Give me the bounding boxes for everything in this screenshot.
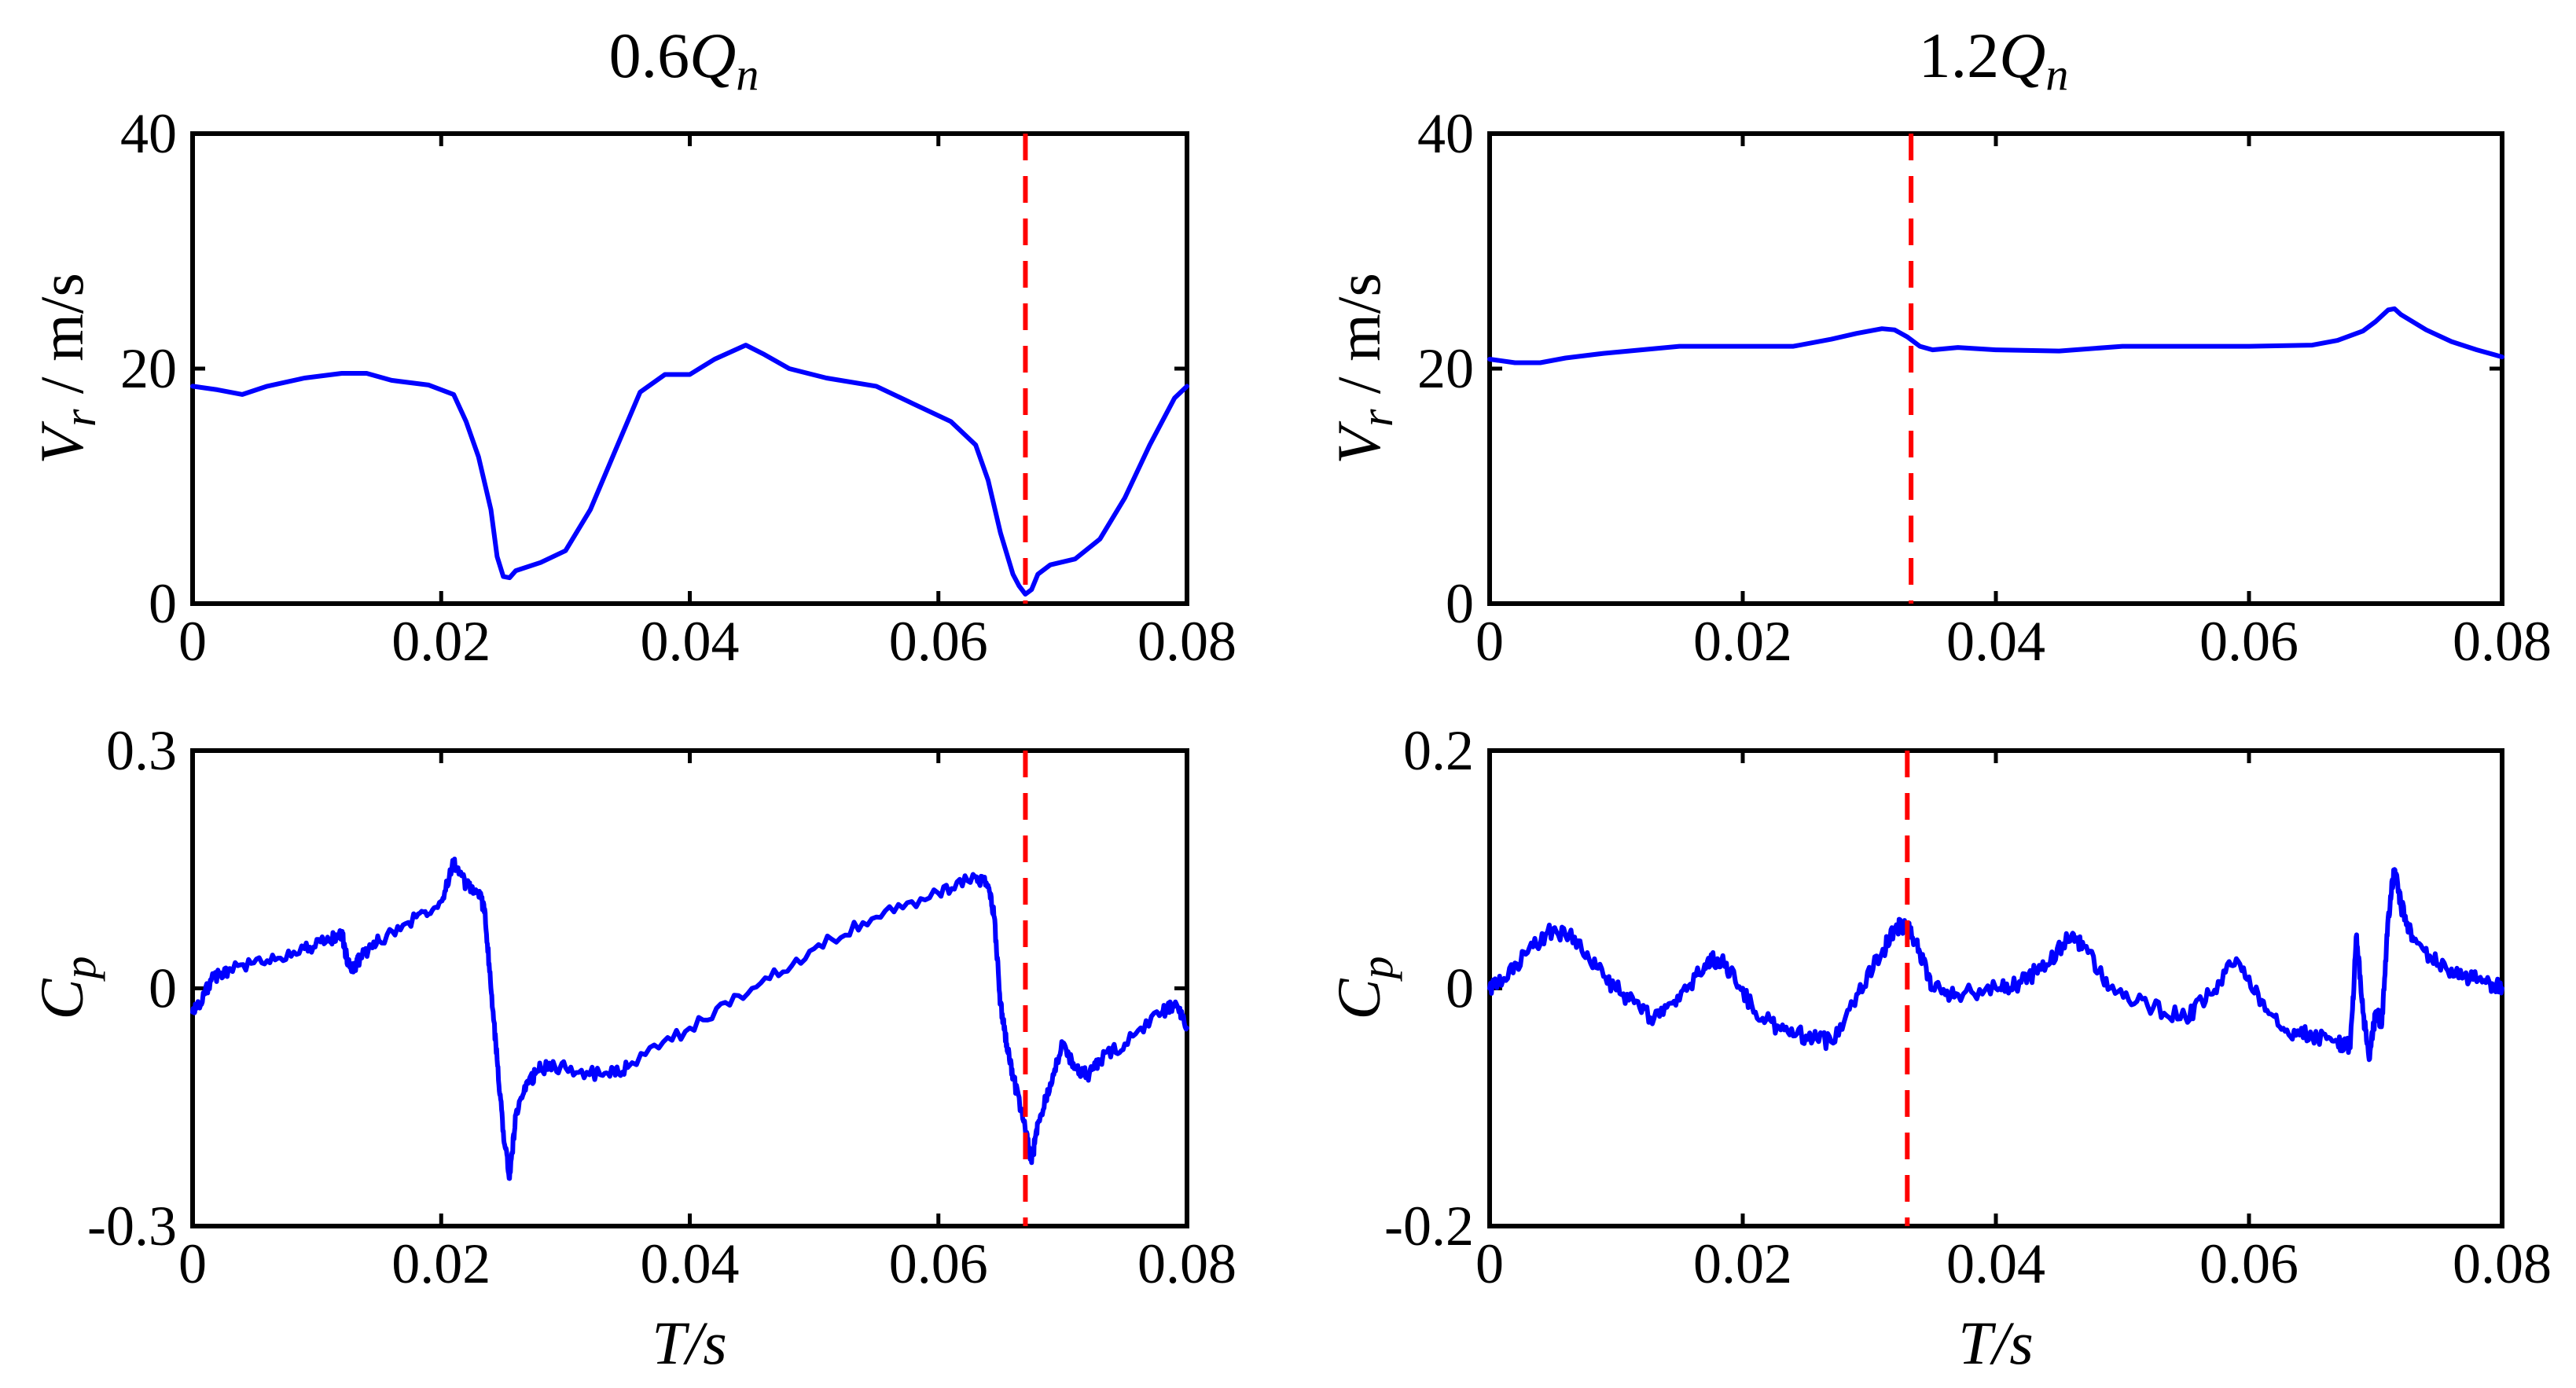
x-axis-label: T/s <box>652 1309 726 1377</box>
panel-velocity-1-2qn: 0 0.02 0.04 0.06 0.08 0 20 40 Vr / m/s <box>1325 102 2552 673</box>
y-tick-labels: -0.3 0 0.3 <box>87 719 1187 1258</box>
y-tick-label: 0 <box>149 572 177 635</box>
plot-area <box>190 134 1189 604</box>
x-tick-label: 0 <box>178 1232 207 1295</box>
plot-frame <box>190 131 1189 606</box>
x-tick-label: 0.06 <box>889 1232 988 1295</box>
y-tick-label: 0.2 <box>1403 719 1474 782</box>
series-line <box>1487 306 2504 365</box>
panel-velocity-0-6qn: 0 0.02 0.04 0.06 0.08 0 20 40 Vr / m/s <box>28 102 1237 673</box>
plot-area <box>1487 751 2504 1226</box>
x-tick-label: 0.08 <box>1137 610 1237 673</box>
column-title-right: 1.2Qn <box>1919 20 2069 100</box>
x-tick-label: 0 <box>178 610 207 673</box>
y-tick-labels: 0 20 40 <box>120 102 1187 635</box>
x-tick-label: 0.08 <box>2453 1232 2552 1295</box>
series-line <box>190 343 1189 597</box>
x-tick-label: 0.06 <box>2199 1232 2299 1295</box>
x-tick-label: 0.02 <box>1693 1232 1792 1295</box>
panel-pressure-0-6qn: 0 0.02 0.04 0.06 0.08 -0.300.3 Cp T/s <box>28 719 1237 1377</box>
x-tick-labels: 0 0.02 0.04 0.06 0.08 <box>178 751 1237 1295</box>
x-tick-label: 0 <box>1475 1232 1504 1295</box>
y-tick-label: 0.3 <box>106 719 177 782</box>
plot-area <box>1487 134 2504 604</box>
column-title-left: 0.6Qn <box>609 20 759 100</box>
x-tick-label: 0.04 <box>1946 1232 2045 1295</box>
y-axis-label: Cp <box>28 956 105 1019</box>
y-tick-label: 40 <box>1417 102 1474 165</box>
y-axis-label: Vr / m/s <box>28 273 105 465</box>
x-tick-label: 0.04 <box>641 610 740 673</box>
y-tick-label: 0 <box>1446 957 1474 1020</box>
x-tick-label: 0.08 <box>2453 610 2552 673</box>
x-tick-label: 0.02 <box>391 1232 491 1295</box>
y-tick-label: -0.2 <box>1384 1195 1474 1258</box>
x-tick-label: 0.04 <box>1946 610 2045 673</box>
y-tick-label: 0 <box>1446 572 1474 635</box>
x-tick-label: 0.02 <box>391 610 491 673</box>
y-axis-label: Cp <box>1325 956 1402 1019</box>
x-tick-label: 0.08 <box>1137 1232 1237 1295</box>
plot-frame <box>1487 131 2504 606</box>
series-line <box>1487 867 2504 1063</box>
x-tick-label: 0 <box>1475 610 1504 673</box>
x-tick-label: 0.06 <box>889 610 988 673</box>
y-axis-label: Vr / m/s <box>1325 273 1402 465</box>
x-tick-labels: 0 0.02 0.04 0.06 0.08 <box>1475 751 2552 1295</box>
x-tick-labels: 0 0.02 0.04 0.06 0.08 <box>1475 134 2552 673</box>
plot-area <box>190 751 1189 1226</box>
x-axis-label: T/s <box>1958 1309 2033 1377</box>
y-tick-label: 20 <box>120 337 177 400</box>
y-tick-labels: -0.2 0 0.2 <box>1384 719 2502 1258</box>
y-tick-label: 40 <box>120 102 177 165</box>
x-tick-labels: 0 0.02 0.04 0.06 0.08 <box>178 134 1237 673</box>
x-tick-label: 0.06 <box>2199 610 2299 673</box>
panel-pressure-1-2qn: 0 0.02 0.04 0.06 0.08 -0.200.2 Cp T/s <box>1325 719 2552 1377</box>
y-tick-label: 0 <box>149 957 177 1020</box>
y-tick-label: 20 <box>1417 337 1474 400</box>
series-line <box>190 856 1189 1181</box>
plot-frame <box>190 748 1189 1228</box>
x-tick-label: 0.04 <box>641 1232 740 1295</box>
y-tick-label: -0.3 <box>87 1195 177 1258</box>
y-tick-labels: 0 20 40 <box>1417 102 2502 635</box>
x-tick-label: 0.02 <box>1693 610 1792 673</box>
